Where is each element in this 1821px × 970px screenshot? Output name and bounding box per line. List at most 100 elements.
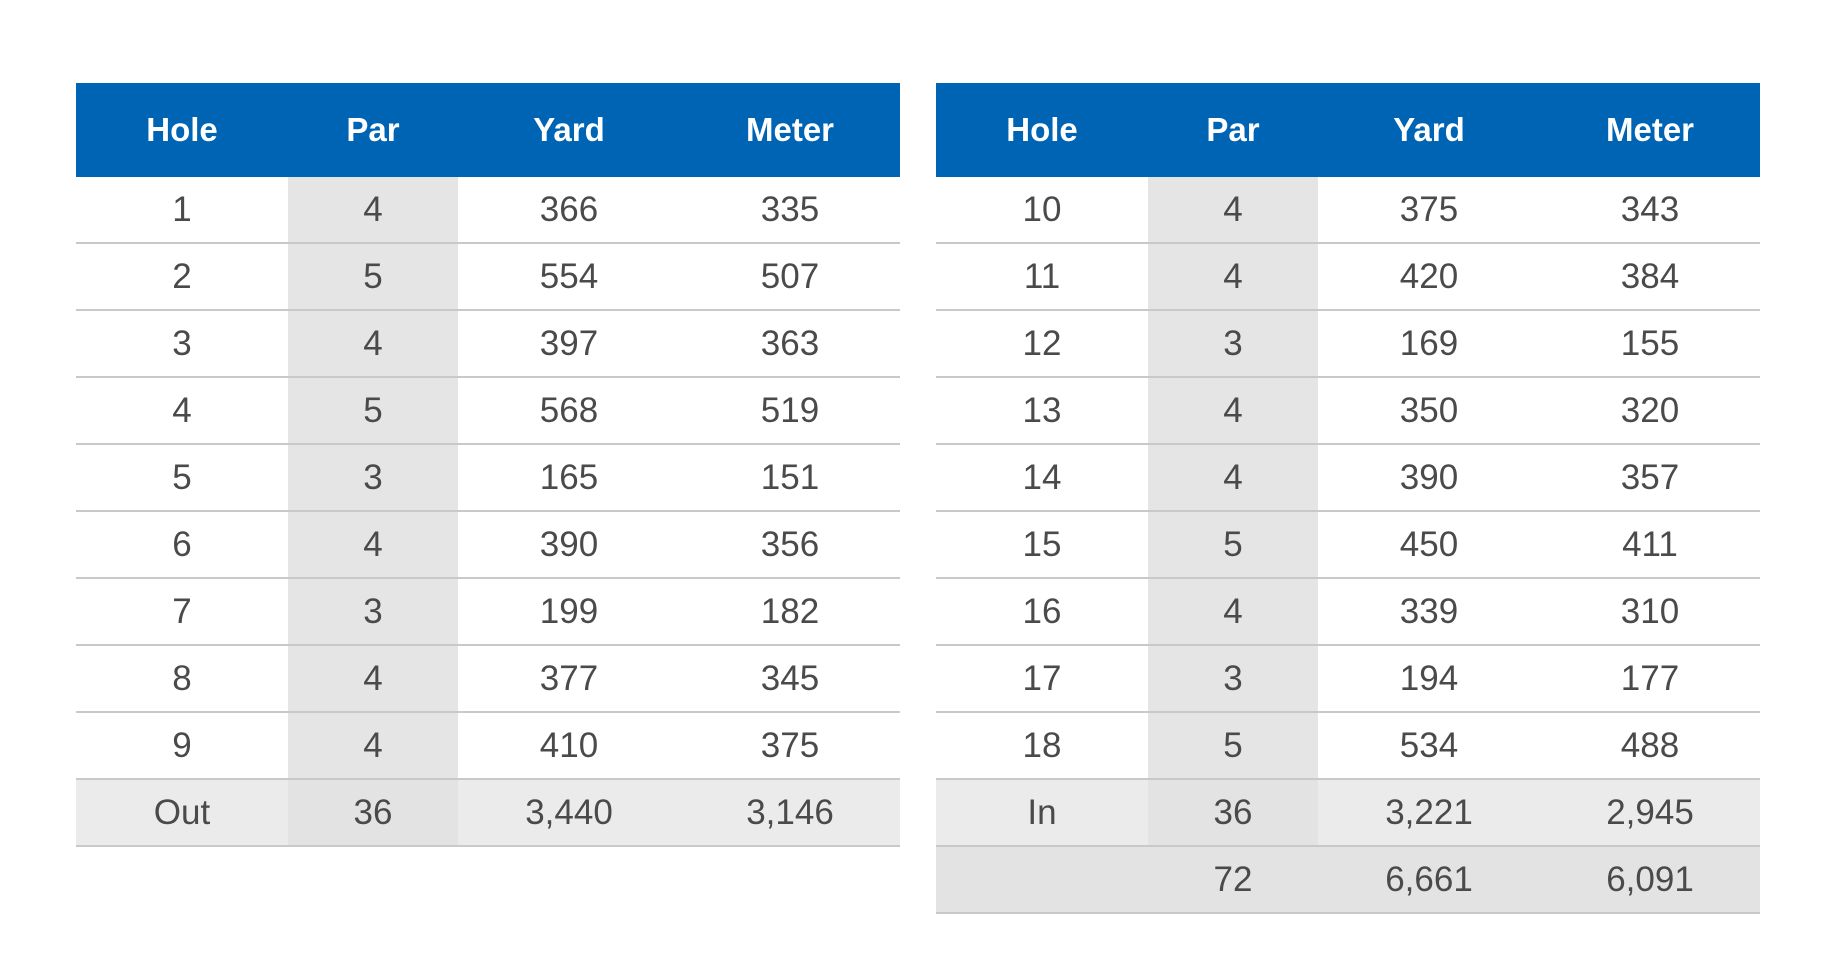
par-cell: 5 [1148,712,1318,780]
yard-cell: 375 [1318,177,1540,244]
hole-cell: Out [76,779,288,847]
hole-cell: 7 [76,578,288,646]
table-row: 14 4 390 357 [936,444,1760,512]
hole-cell: 18 [936,712,1148,780]
meter-cell: 310 [1540,578,1760,646]
meter-cell: 519 [680,377,900,445]
out-subtotal-row: Out 36 3,440 3,146 [76,779,900,847]
table-row: 5 3 165 151 [76,444,900,512]
par-cell: 3 [288,578,458,646]
meter-cell: 507 [680,243,900,311]
par-cell: 4 [288,511,458,579]
par-cell: 4 [1148,444,1318,512]
hole-cell: 5 [76,444,288,512]
course-total-row: 72 6,661 6,091 [936,846,1760,914]
yard-cell: 420 [1318,243,1540,311]
meter-header: Meter [1540,83,1760,177]
table-row: 13 4 350 320 [936,377,1760,445]
table-header-row: Hole Par Yard Meter [936,83,1760,177]
yard-header: Yard [458,83,680,177]
meter-cell: 375 [680,712,900,780]
yard-cell: 554 [458,243,680,311]
par-cell: 5 [288,377,458,445]
table-row: 7 3 199 182 [76,578,900,646]
hole-cell: 2 [76,243,288,311]
hole-cell: 3 [76,310,288,378]
meter-cell: 320 [1540,377,1760,445]
meter-cell: 345 [680,645,900,713]
yard-cell: 339 [1318,578,1540,646]
yard-cell: 390 [458,511,680,579]
par-cell: 36 [288,779,458,847]
meter-header: Meter [680,83,900,177]
par-cell: 5 [288,243,458,311]
table-row: 9 4 410 375 [76,712,900,780]
par-cell: 4 [288,645,458,713]
in-subtotal-row: In 36 3,221 2,945 [936,779,1760,847]
hole-cell: 1 [76,177,288,244]
hole-cell: 17 [936,645,1148,713]
hole-cell: 15 [936,511,1148,579]
hole-header: Hole [936,83,1148,177]
yard-cell: 199 [458,578,680,646]
meter-cell: 411 [1540,511,1760,579]
par-cell: 36 [1148,779,1318,847]
hole-cell: 12 [936,310,1148,378]
meter-cell: 2,945 [1540,779,1760,847]
par-header: Par [1148,83,1318,177]
hole-cell [936,846,1148,914]
hole-header: Hole [76,83,288,177]
par-cell: 3 [1148,645,1318,713]
table-row: 6 4 390 356 [76,511,900,579]
meter-cell: 356 [680,511,900,579]
table-row: 3 4 397 363 [76,310,900,378]
table-row: 2 5 554 507 [76,243,900,311]
table-row: 16 4 339 310 [936,578,1760,646]
meter-cell: 182 [680,578,900,646]
meter-cell: 177 [1540,645,1760,713]
par-header: Par [288,83,458,177]
par-cell: 4 [1148,177,1318,244]
yard-cell: 3,440 [458,779,680,847]
yard-cell: 410 [458,712,680,780]
par-cell: 3 [1148,310,1318,378]
yard-cell: 165 [458,444,680,512]
hole-cell: 4 [76,377,288,445]
hole-cell: 11 [936,243,1148,311]
meter-cell: 335 [680,177,900,244]
meter-cell: 3,146 [680,779,900,847]
yard-cell: 377 [458,645,680,713]
hole-cell: 10 [936,177,1148,244]
meter-cell: 363 [680,310,900,378]
hole-cell: 16 [936,578,1148,646]
table-row: 10 4 375 343 [936,177,1760,244]
front-nine-table: Hole Par Yard Meter 1 4 366 335 2 5 554 507 3 4 39… [76,83,900,847]
yard-cell: 6,661 [1318,846,1540,914]
table-row: 17 3 194 177 [936,645,1760,713]
yard-cell: 534 [1318,712,1540,780]
table-row: 8 4 377 345 [76,645,900,713]
par-cell: 4 [1148,377,1318,445]
par-cell: 4 [288,177,458,244]
hole-cell: 6 [76,511,288,579]
table-row: 15 5 450 411 [936,511,1760,579]
yard-cell: 194 [1318,645,1540,713]
meter-cell: 151 [680,444,900,512]
meter-cell: 155 [1540,310,1760,378]
back-nine-table: Hole Par Yard Meter 10 4 375 343 11 4 420 384 12… [936,83,1760,914]
par-cell: 4 [1148,578,1318,646]
meter-cell: 6,091 [1540,846,1760,914]
par-cell: 4 [288,310,458,378]
par-cell: 72 [1148,846,1318,914]
hole-cell: 9 [76,712,288,780]
yard-cell: 350 [1318,377,1540,445]
meter-cell: 357 [1540,444,1760,512]
table-row: 1 4 366 335 [76,177,900,244]
meter-cell: 488 [1540,712,1760,780]
meter-cell: 384 [1540,243,1760,311]
par-cell: 3 [288,444,458,512]
yard-cell: 397 [458,310,680,378]
par-cell: 4 [1148,243,1318,311]
yard-header: Yard [1318,83,1540,177]
table-header-row: Hole Par Yard Meter [76,83,900,177]
